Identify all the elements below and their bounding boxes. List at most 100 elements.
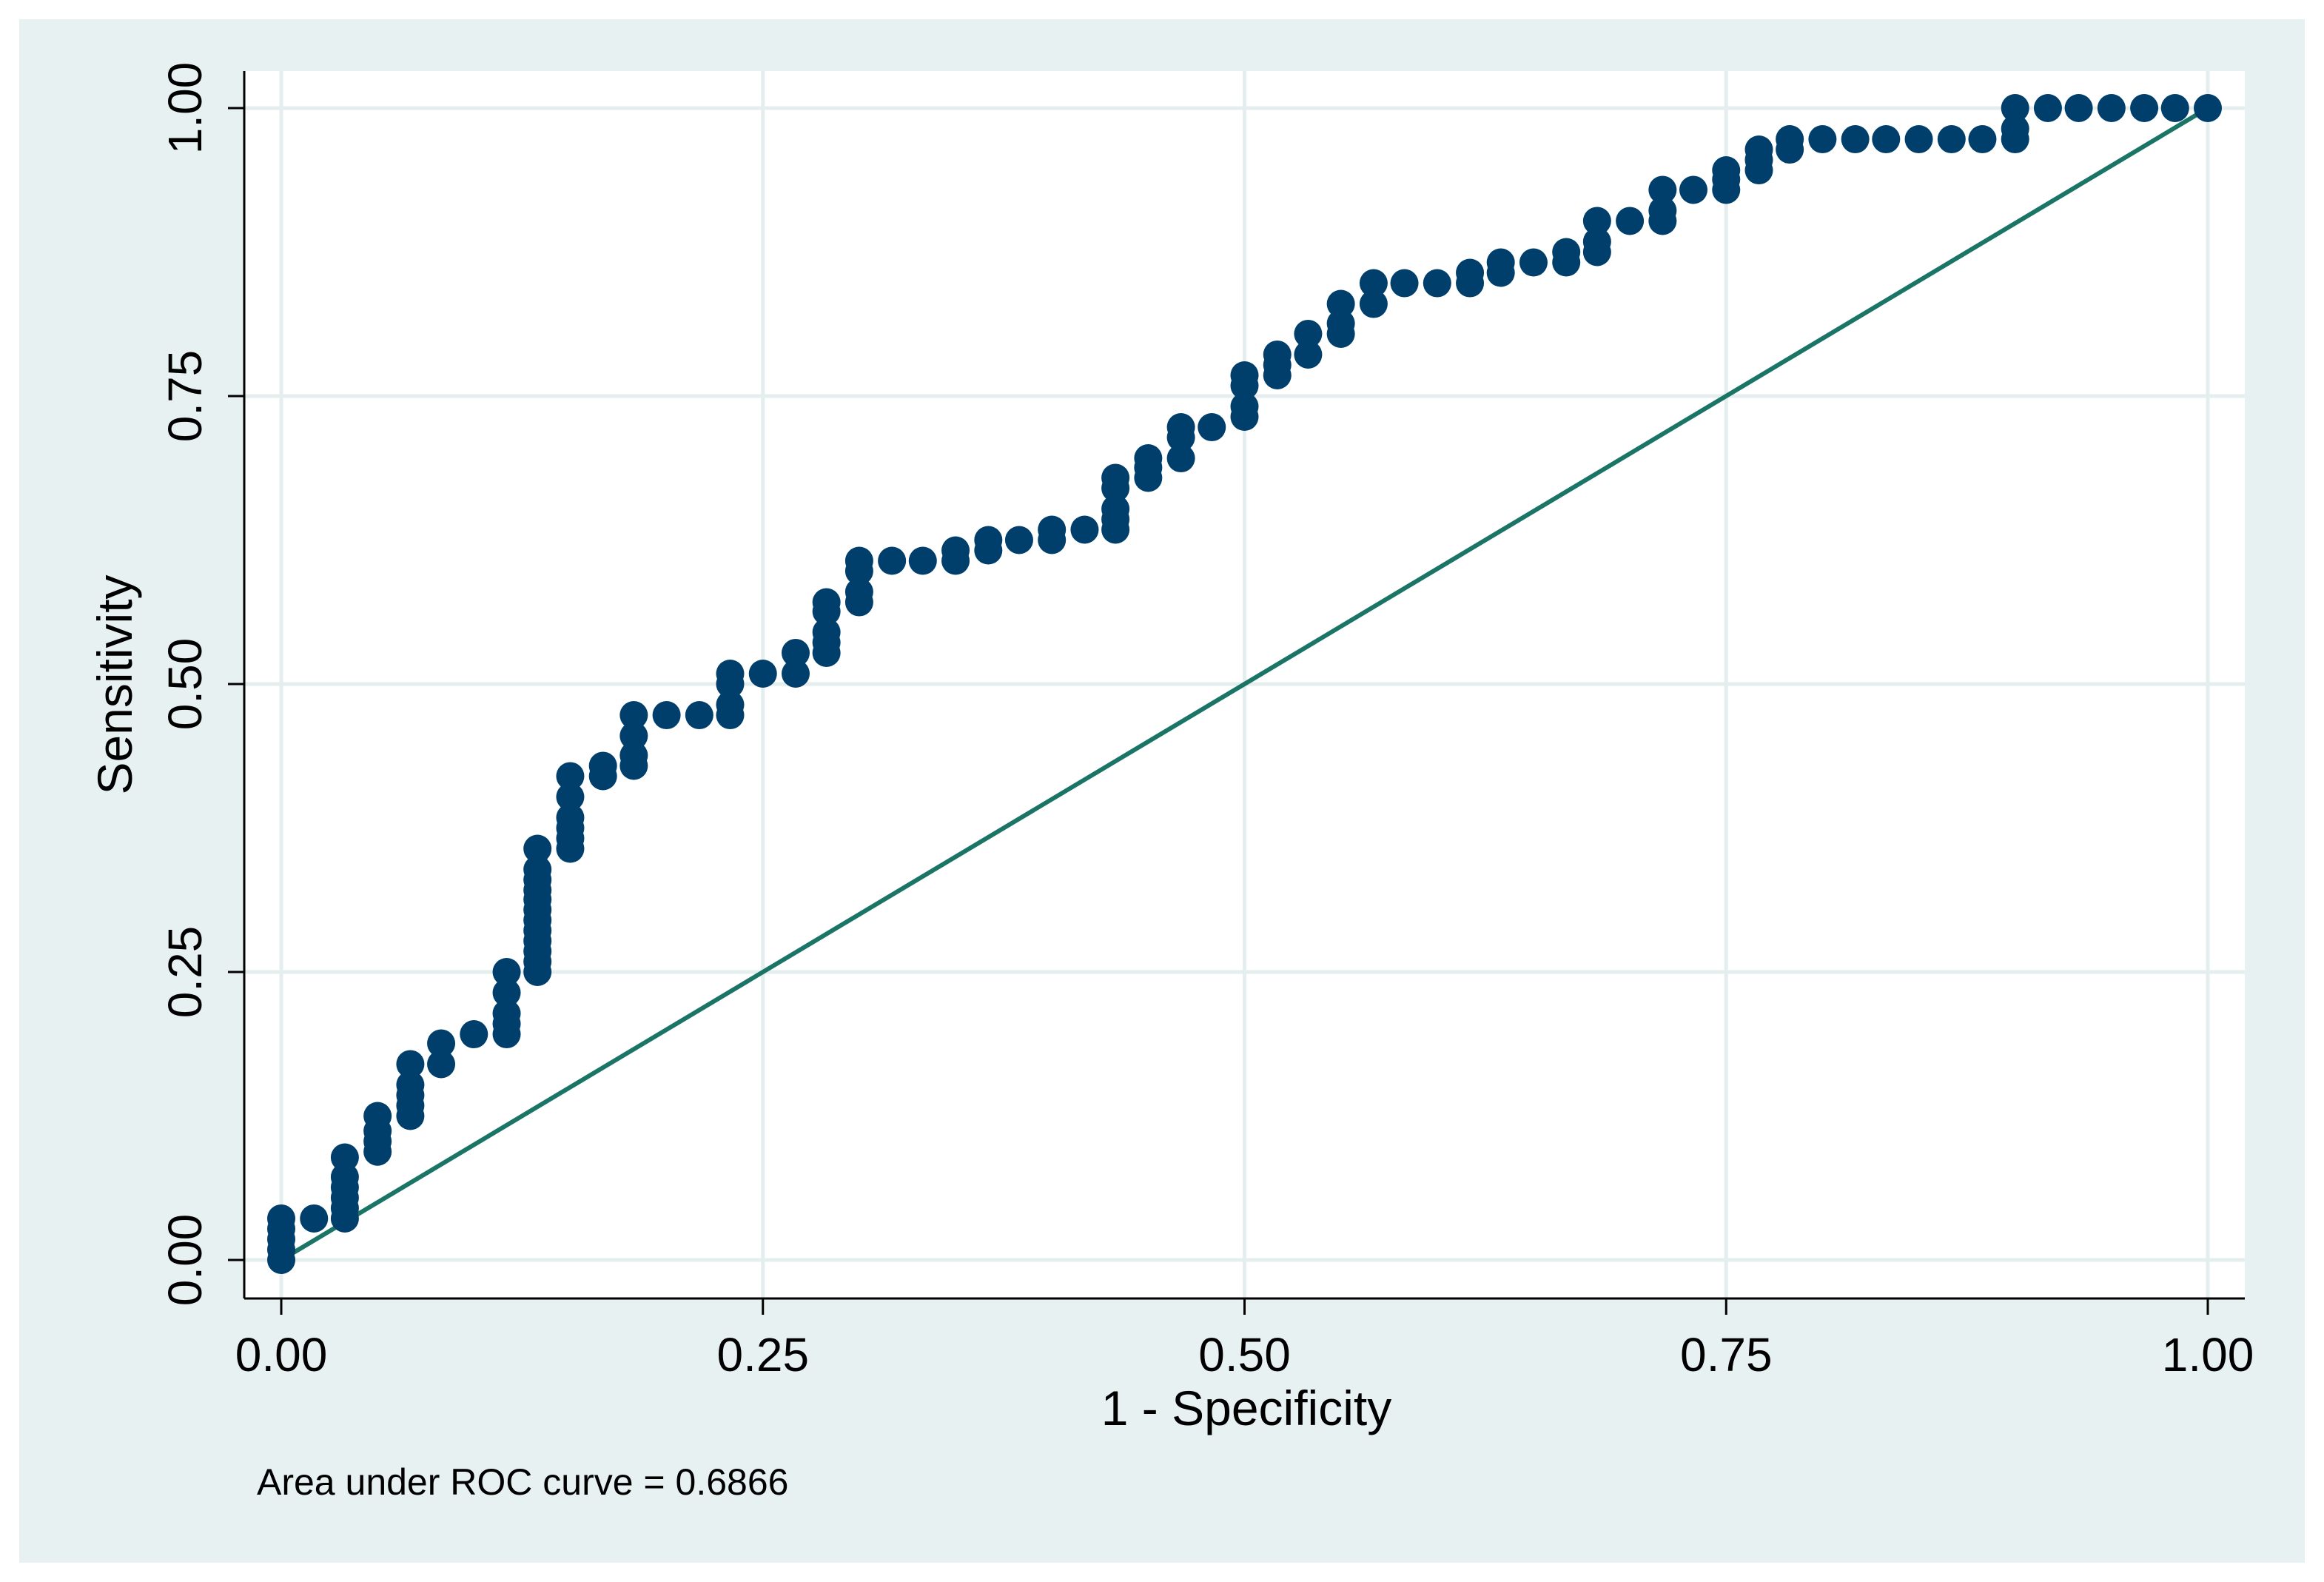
roc-point xyxy=(716,691,745,720)
roc-point xyxy=(1166,413,1195,442)
roc-point xyxy=(523,855,552,884)
roc-point xyxy=(1230,361,1259,389)
roc-point xyxy=(1198,413,1226,442)
roc-point xyxy=(1519,248,1548,277)
roc-point xyxy=(619,741,648,770)
roc-point xyxy=(396,1050,425,1079)
y-tick-label: 0.00 xyxy=(158,1214,212,1307)
auc-note: Area under ROC curve = 0.6866 xyxy=(257,1461,788,1503)
roc-point xyxy=(1552,238,1581,267)
roc-point xyxy=(1582,207,1611,235)
roc-point xyxy=(2001,115,2029,144)
roc-point xyxy=(492,999,521,1028)
roc-point xyxy=(1937,125,1966,154)
roc-point xyxy=(427,1029,456,1058)
roc-point xyxy=(588,751,617,780)
roc-point xyxy=(844,577,873,606)
roc-point xyxy=(619,722,648,751)
roc-point xyxy=(1616,207,1645,235)
roc-point xyxy=(1070,515,1099,544)
roc-point xyxy=(2194,94,2222,122)
roc-point xyxy=(685,701,713,730)
roc-point xyxy=(492,958,521,986)
roc-point xyxy=(1326,309,1355,338)
roc-point xyxy=(748,659,777,688)
roc-point xyxy=(1423,269,1451,298)
roc-point xyxy=(1038,515,1067,544)
roc-point xyxy=(812,617,841,646)
roc-point xyxy=(1841,125,1870,154)
x-tick-label: 0.75 xyxy=(1680,1328,1773,1381)
reference-line xyxy=(280,106,2209,1262)
roc-point xyxy=(2033,94,2062,122)
roc-point xyxy=(267,1204,295,1233)
roc-point xyxy=(1582,227,1611,256)
x-tick-label: 0.25 xyxy=(716,1328,809,1381)
reference-line-layer xyxy=(280,106,2209,1262)
roc-point xyxy=(1294,319,1323,348)
roc-point xyxy=(1872,125,1901,154)
roc-point xyxy=(1359,269,1388,298)
x-axis-title: 1 - Specificity xyxy=(1101,1381,1391,1435)
roc-point xyxy=(556,782,585,811)
roc-point xyxy=(2001,94,2029,122)
roc-point xyxy=(1808,125,1837,154)
y-axis-title: Sensitivity xyxy=(87,574,142,794)
roc-point xyxy=(1101,463,1130,492)
roc-point xyxy=(1679,175,1707,204)
roc-point xyxy=(1004,526,1033,554)
roc-point xyxy=(1390,269,1419,298)
roc-point xyxy=(1359,289,1388,318)
roc-point xyxy=(652,701,681,730)
tick-marks-and-labels: 0.00 0.25 0.50 0.75 1.00 0.00 0.25 0.50 0.75 1.00 xyxy=(158,62,2254,1381)
roc-point xyxy=(556,762,585,791)
roc-point xyxy=(1456,258,1485,287)
roc-point xyxy=(941,536,970,565)
roc-point xyxy=(427,1050,456,1079)
roc-point xyxy=(1486,248,1515,277)
roc-point xyxy=(1263,340,1292,369)
roc-points xyxy=(267,94,2222,1274)
roc-point xyxy=(782,638,810,667)
roc-point xyxy=(1648,196,1677,225)
roc-point xyxy=(523,834,552,863)
y-tick-label: 0.25 xyxy=(158,926,212,1019)
roc-point xyxy=(619,701,648,730)
roc-point xyxy=(492,979,521,1008)
x-tick-label: 0.50 xyxy=(1198,1328,1291,1381)
roc-point xyxy=(716,659,745,688)
roc-point xyxy=(1968,125,1997,154)
x-tick-label: 0.00 xyxy=(235,1328,328,1381)
roc-point xyxy=(2097,94,2126,122)
roc-point xyxy=(1134,444,1163,473)
roc-point xyxy=(1101,495,1130,523)
roc-point xyxy=(300,1204,329,1233)
y-tick-label: 0.75 xyxy=(158,350,212,443)
roc-point xyxy=(1326,289,1355,318)
roc-point xyxy=(1166,444,1195,473)
roc-point xyxy=(1744,135,1773,164)
roc-point xyxy=(878,546,907,575)
roc-point xyxy=(396,1070,425,1099)
roc-point xyxy=(330,1162,359,1191)
roc-point xyxy=(556,803,585,832)
roc-point xyxy=(1904,125,1933,154)
roc-point xyxy=(1230,392,1259,421)
roc-point xyxy=(2160,94,2189,122)
roc-point xyxy=(844,546,873,575)
y-tick-label: 1.00 xyxy=(158,62,212,155)
roc-point xyxy=(460,1020,488,1049)
roc-point xyxy=(1294,340,1323,369)
roc-point xyxy=(330,1143,359,1172)
x-tick-label: 1.00 xyxy=(2162,1328,2254,1381)
roc-point xyxy=(1648,175,1677,204)
roc-point xyxy=(1776,125,1804,154)
roc-point xyxy=(812,588,841,617)
roc-point xyxy=(2130,94,2159,122)
roc-point xyxy=(782,659,810,688)
roc-point xyxy=(1712,156,1741,185)
roc-point xyxy=(974,526,1003,554)
roc-point xyxy=(2064,94,2093,122)
roc-point xyxy=(363,1102,392,1130)
